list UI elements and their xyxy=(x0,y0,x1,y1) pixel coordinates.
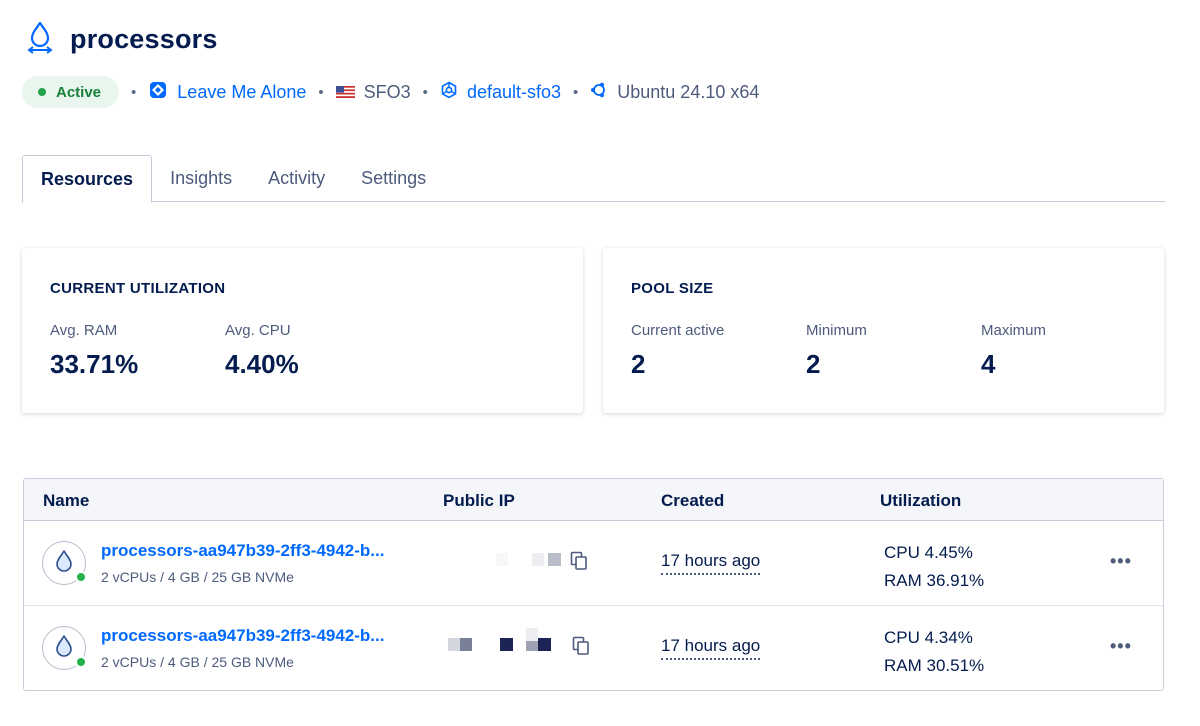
table-row: processors-aa947b39-2ff3-4942-b... 2 vCP… xyxy=(24,606,1163,690)
redaction-block xyxy=(496,553,508,566)
avg-cpu-stat: Avg. CPU 4.40% xyxy=(225,322,299,380)
ram-usage: RAM 36.91% xyxy=(884,571,985,590)
redaction-block xyxy=(538,638,551,651)
vpc-network-icon xyxy=(440,81,458,104)
droplet-utilization: CPU 4.45% RAM 36.91% xyxy=(884,539,984,595)
project-icon xyxy=(148,80,168,105)
stat-value: 2 xyxy=(806,349,821,379)
maximum-stat: Maximum 4 xyxy=(981,322,1046,380)
droplet-name-link[interactable]: processors-aa947b39-2ff3-4942-b... xyxy=(101,626,385,645)
table-row: processors-aa947b39-2ff3-4942-b... 2 vCP… xyxy=(24,521,1163,606)
separator: • xyxy=(573,83,579,101)
region-label: SFO3 xyxy=(363,81,411,102)
minimum-stat: Minimum 2 xyxy=(806,322,867,380)
separator: • xyxy=(422,83,428,101)
tab-bar: Resources Insights Activity Settings xyxy=(22,155,1165,203)
status-label: Active xyxy=(56,83,102,101)
more-actions-button[interactable]: ••• xyxy=(1110,636,1132,656)
tab-activity[interactable]: Activity xyxy=(268,168,326,188)
separator: • xyxy=(131,83,137,101)
droplet-avatar xyxy=(42,626,87,670)
pool-size-card: POOL SIZE Current active 2 Minimum 2 Max… xyxy=(603,248,1164,413)
table-header: Name Public IP Created Utilization xyxy=(24,479,1163,521)
column-header-public-ip: Public IP xyxy=(443,491,515,510)
tab-settings[interactable]: Settings xyxy=(361,168,427,188)
ram-usage: RAM 30.51% xyxy=(884,656,985,675)
droplet-spec: 2 vCPUs / 4 GB / 25 GB NVMe xyxy=(101,569,294,585)
stat-label: Minimum xyxy=(806,322,867,339)
public-ip-redacted xyxy=(444,553,561,575)
stat-value: 4.40% xyxy=(225,349,299,379)
droplet-autoscale-icon xyxy=(24,20,56,59)
card-title: POOL SIZE xyxy=(631,280,714,297)
stat-value: 2 xyxy=(631,349,646,379)
online-status-dot xyxy=(75,656,87,668)
redaction-block xyxy=(448,638,460,651)
column-header-utilization: Utilization xyxy=(880,491,962,510)
droplet-utilization: CPU 4.34% RAM 30.51% xyxy=(884,624,984,680)
os-image: Ubuntu 24.10 x64 xyxy=(590,81,759,104)
more-actions-button[interactable]: ••• xyxy=(1110,551,1132,571)
page-title: processors xyxy=(70,24,218,54)
stat-label: Avg. CPU xyxy=(225,322,291,339)
copy-ip-icon[interactable] xyxy=(570,551,588,576)
stat-value: 4 xyxy=(981,349,996,379)
current-utilization-card: CURRENT UTILIZATION Avg. RAM 33.71% Avg.… xyxy=(22,248,583,413)
column-header-created: Created xyxy=(661,491,725,510)
droplet-spec: 2 vCPUs / 4 GB / 25 GB NVMe xyxy=(101,654,294,670)
meta-bar: Active • Leave Me Alone • SFO3 • xyxy=(22,76,759,108)
vpc-name[interactable]: default-sfo3 xyxy=(466,81,561,102)
os-image-label: Ubuntu 24.10 x64 xyxy=(617,81,760,102)
redaction-block xyxy=(526,638,538,651)
droplet-icon xyxy=(54,549,74,578)
tab-resources[interactable]: Resources xyxy=(22,155,153,203)
droplet-avatar xyxy=(42,541,87,585)
droplet-name-link[interactable]: processors-aa947b39-2ff3-4942-b... xyxy=(101,541,385,560)
avg-ram-stat: Avg. RAM 33.71% xyxy=(50,322,138,380)
page-header: processors xyxy=(24,20,218,59)
redaction-block xyxy=(460,638,472,651)
project-name[interactable]: Leave Me Alone xyxy=(177,81,307,102)
droplet-icon xyxy=(54,634,74,663)
project-link[interactable]: Leave Me Alone xyxy=(148,80,306,105)
stat-label: Current active xyxy=(631,322,725,339)
ubuntu-icon xyxy=(590,81,608,104)
tab-insights[interactable]: Insights xyxy=(170,168,233,188)
status-badge: Active xyxy=(22,76,120,108)
us-flag-icon xyxy=(335,82,355,103)
redaction-block xyxy=(526,628,538,641)
created-time: 17 hours ago xyxy=(661,551,761,575)
separator: • xyxy=(318,83,324,101)
status-dot-icon xyxy=(38,88,46,96)
stat-value: 33.71% xyxy=(50,349,139,379)
copy-ip-icon[interactable] xyxy=(572,636,590,661)
cpu-usage: CPU 4.45% xyxy=(884,543,973,562)
cpu-usage: CPU 4.34% xyxy=(884,628,973,647)
redaction-block xyxy=(548,553,561,566)
online-status-dot xyxy=(75,571,87,583)
public-ip-redacted xyxy=(444,628,554,660)
droplet-table: Name Public IP Created Utilization proce… xyxy=(23,478,1164,691)
redaction-block xyxy=(532,553,544,566)
created-time: 17 hours ago xyxy=(661,636,761,660)
redaction-block xyxy=(500,638,513,651)
stat-label: Avg. RAM xyxy=(50,322,118,339)
card-title: CURRENT UTILIZATION xyxy=(50,280,226,297)
column-header-name: Name xyxy=(43,491,90,510)
stat-label: Maximum xyxy=(981,322,1047,339)
current-active-stat: Current active 2 xyxy=(631,322,724,380)
vpc-link[interactable]: default-sfo3 xyxy=(440,81,561,104)
region: SFO3 xyxy=(335,81,411,103)
